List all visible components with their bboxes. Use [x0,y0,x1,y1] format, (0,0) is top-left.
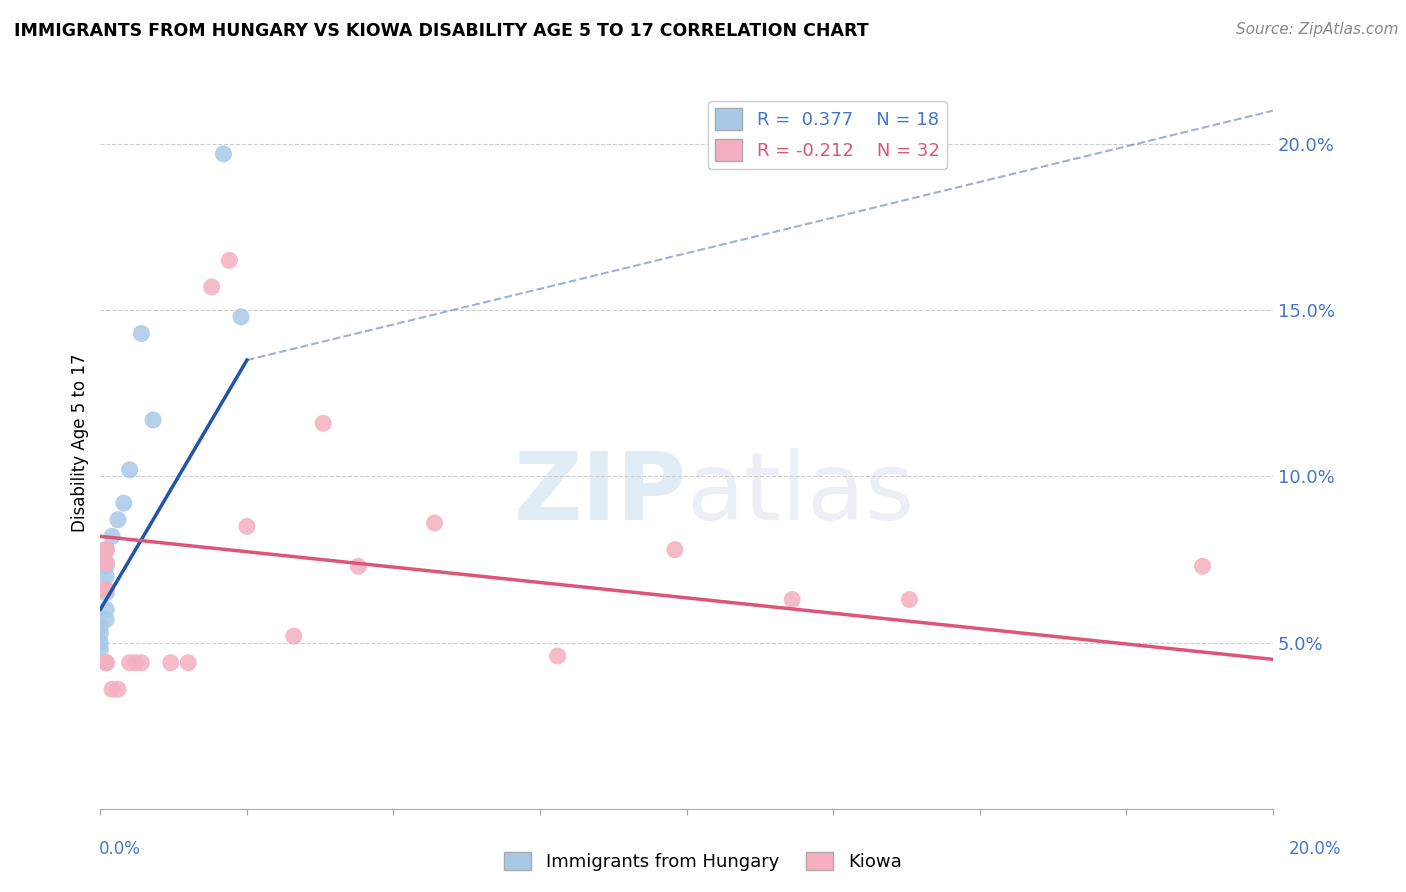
Point [96,656,118,670]
Point [347,559,370,574]
Text: 0.0%: 0.0% [98,840,141,858]
Point [96,656,118,670]
Point [107,513,129,527]
Point [107,682,129,697]
Point [118,463,141,477]
Point [131,656,153,670]
Point [664,542,686,557]
Point [96,612,118,626]
Point [96,602,118,616]
Point [101,682,124,697]
Point [142,413,165,427]
Point [177,656,200,670]
Point [131,326,153,341]
Point [283,629,305,643]
Point [96,559,118,574]
Point [96,542,118,557]
Point [96,542,118,557]
Point [96,556,118,570]
Point [96,556,118,570]
Legend: R =  0.377    N = 18, R = -0.212    N = 32: R = 0.377 N = 18, R = -0.212 N = 32 [707,101,946,169]
Point [236,519,259,533]
Point [89,642,111,657]
Point [89,636,111,650]
Point [112,496,135,510]
Point [96,586,118,600]
Point [212,147,235,161]
Text: 20.0%: 20.0% [1288,840,1341,858]
Point [96,582,118,597]
Point [159,656,181,670]
Text: Source: ZipAtlas.com: Source: ZipAtlas.com [1236,22,1399,37]
Point [547,648,569,663]
Text: IMMIGRANTS FROM HUNGARY VS KIOWA DISABILITY AGE 5 TO 17 CORRELATION CHART: IMMIGRANTS FROM HUNGARY VS KIOWA DISABIL… [14,22,869,40]
Point [118,656,141,670]
Point [96,542,118,557]
Point [201,280,224,294]
Point [96,542,118,557]
Point [101,529,124,543]
Point [96,556,118,570]
Point [89,625,111,640]
Text: ZIP: ZIP [513,449,686,541]
Text: atlas: atlas [686,449,915,541]
Point [96,656,118,670]
Point [423,516,446,530]
Point [780,592,803,607]
Point [218,253,240,268]
Point [96,542,118,557]
Point [898,592,921,607]
Point [96,569,118,583]
Point [96,542,118,557]
Point [124,656,146,670]
Legend: Immigrants from Hungary, Kiowa: Immigrants from Hungary, Kiowa [498,845,908,879]
Point [89,619,111,633]
Point [96,582,118,597]
Point [1191,559,1213,574]
Point [312,417,335,431]
Y-axis label: Disability Age 5 to 17: Disability Age 5 to 17 [72,354,89,533]
Point [229,310,252,324]
